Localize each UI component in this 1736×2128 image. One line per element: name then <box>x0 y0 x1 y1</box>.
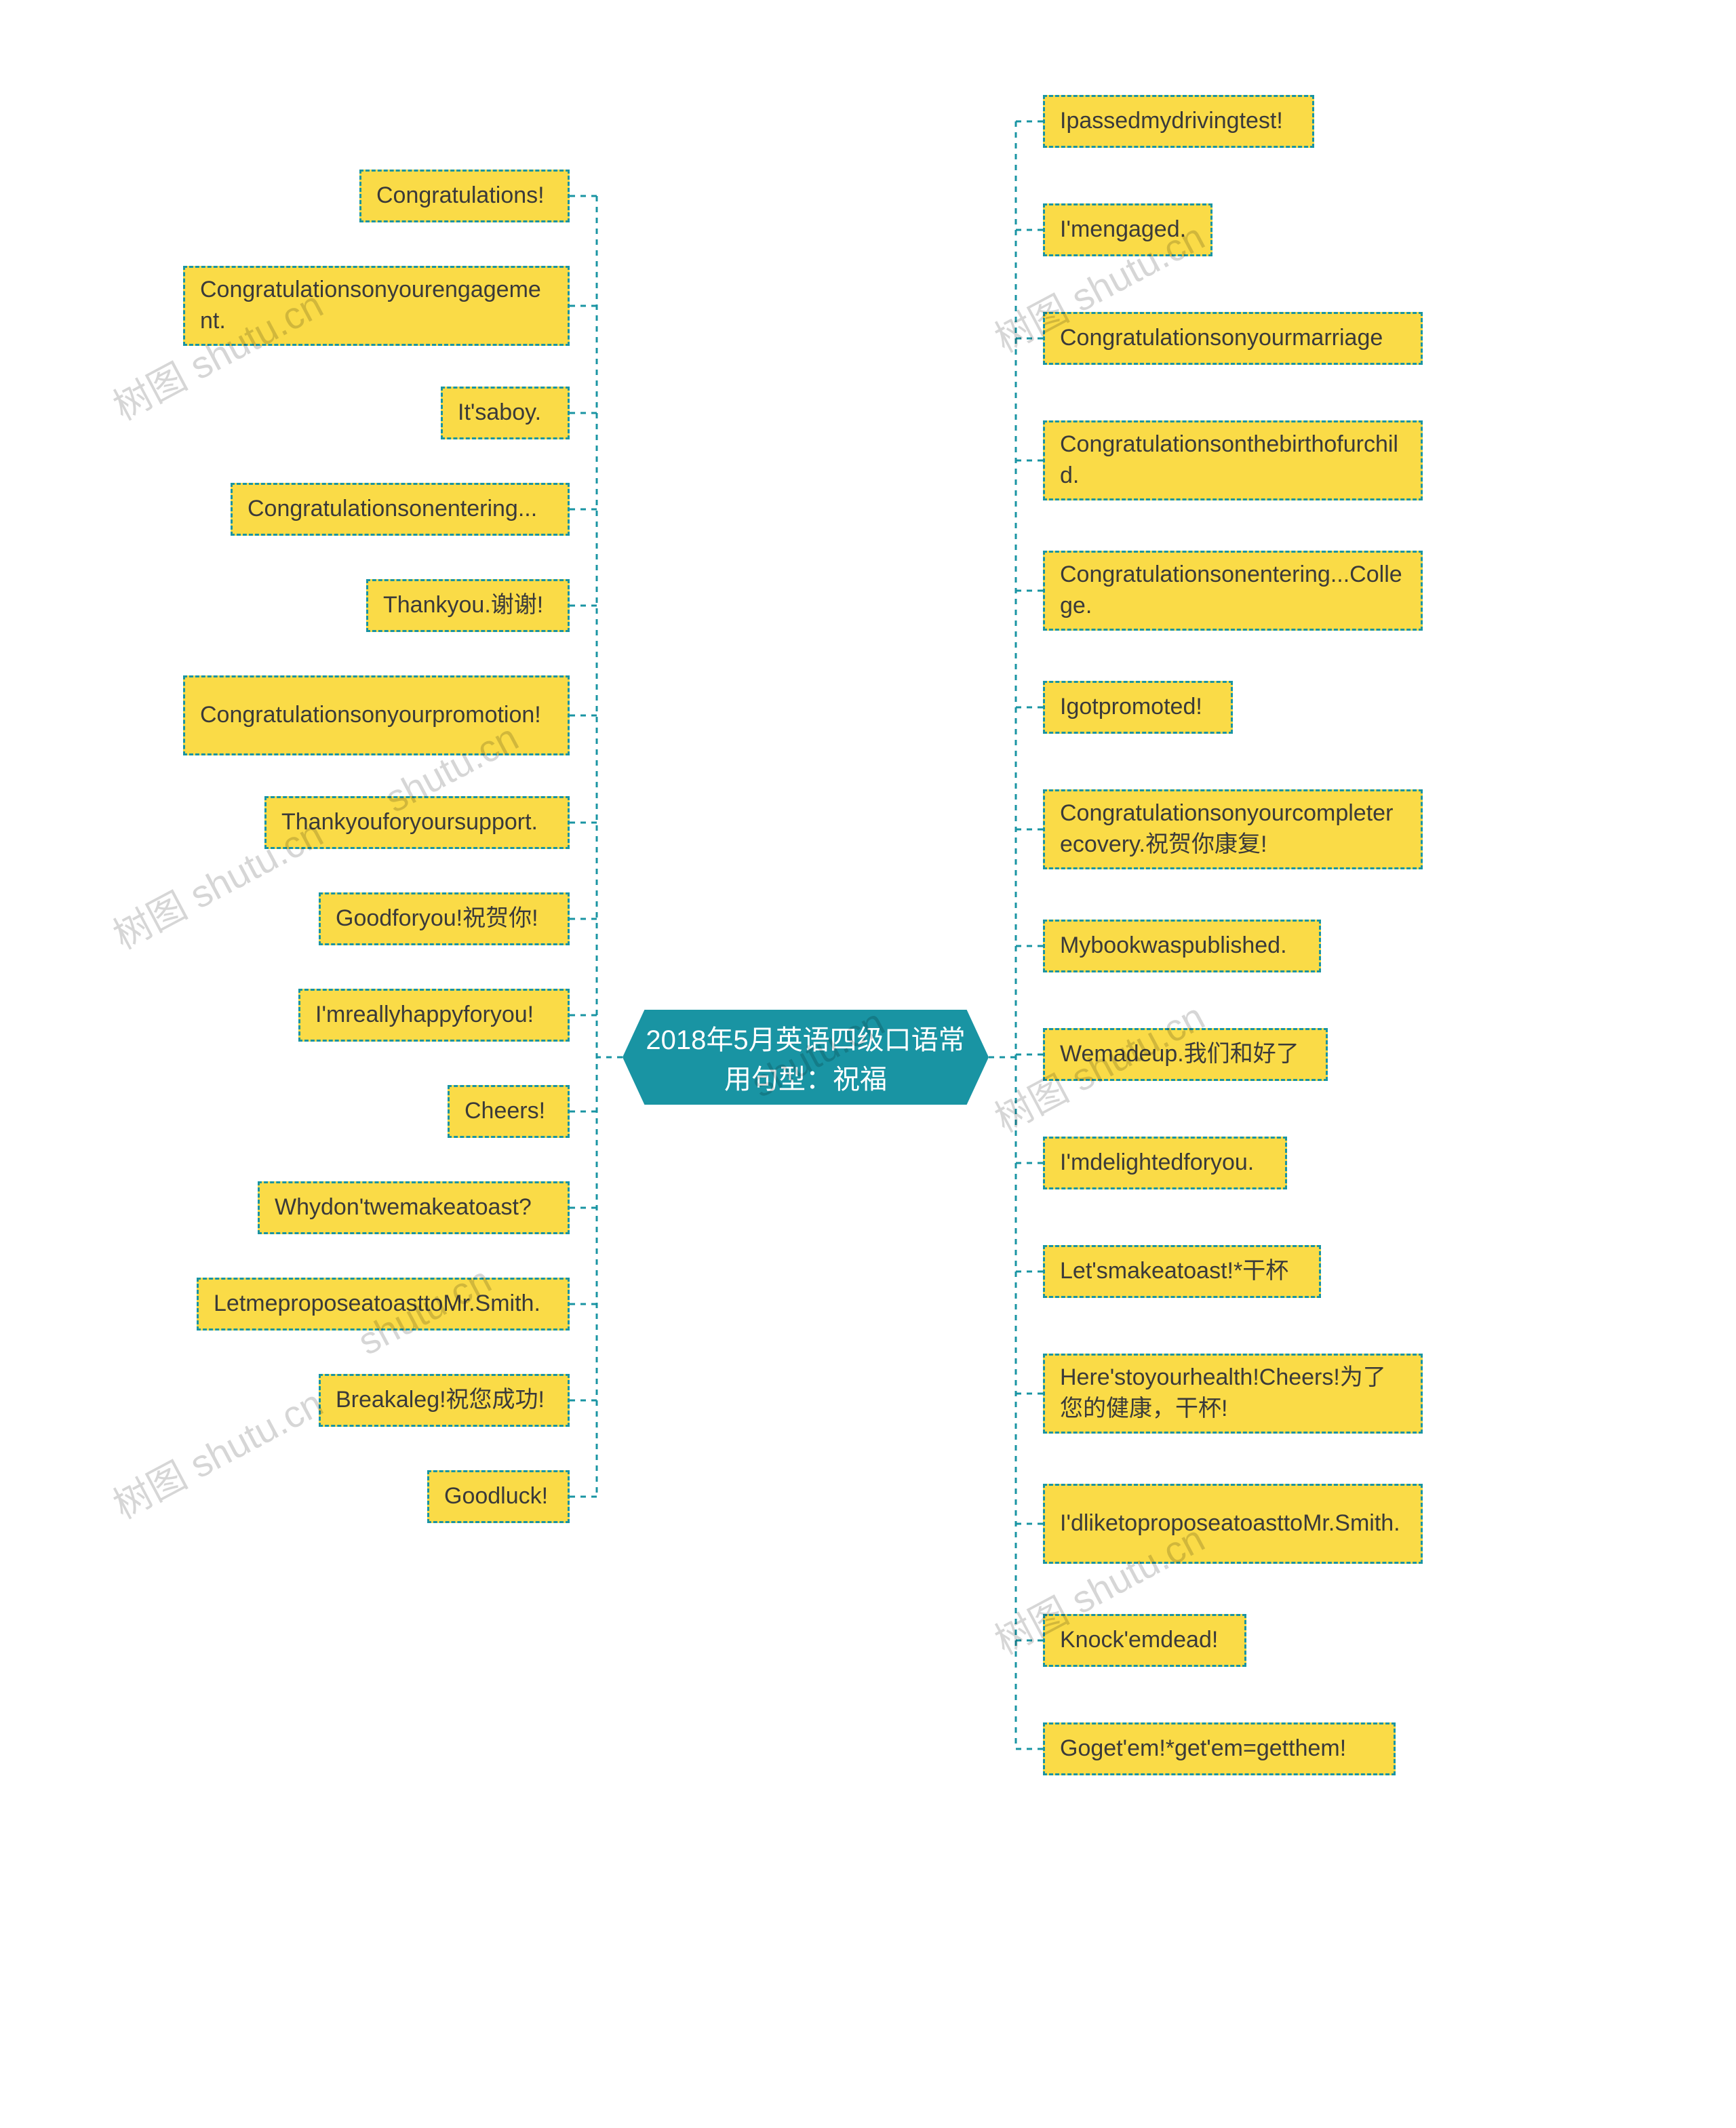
node-label: I'mdelightedforyou. <box>1060 1147 1254 1179</box>
node-label: Goodluck! <box>444 1481 548 1512</box>
mindmap-canvas: Congratulations! Congratulationsonyoureng… <box>0 0 1736 2128</box>
mindmap-node[interactable]: Thankyou.谢谢! <box>366 579 570 632</box>
mindmap-node[interactable]: Here'stoyourhealth!Cheers!为了您的健康，干杯! <box>1043 1354 1423 1434</box>
node-label: Congratulationsonthebirthofurchild. <box>1060 429 1406 492</box>
mindmap-node[interactable]: Ipassedmydrivingtest! <box>1043 95 1314 148</box>
mindmap-node[interactable]: Thankyouforyoursupport. <box>264 796 570 849</box>
node-label: I'mreallyhappyforyou! <box>315 1000 534 1031</box>
node-label: Cheers! <box>465 1096 545 1127</box>
mindmap-node[interactable]: Goget'em!*get'em=getthem! <box>1043 1722 1396 1775</box>
mindmap-node[interactable]: Congratulationsonentering... <box>231 483 570 536</box>
node-label: Thankyou.谢谢! <box>383 590 543 621</box>
node-label: Whydon'twemakeatoast? <box>275 1192 532 1223</box>
node-label: Ipassedmydrivingtest! <box>1060 106 1283 137</box>
mindmap-node[interactable]: Wemadeup.我们和好了 <box>1043 1028 1328 1081</box>
node-label: I'dliketoproposeatoasttoMr.Smith. <box>1060 1508 1400 1539</box>
node-label: Mybookwaspublished. <box>1060 930 1287 962</box>
node-label: Thankyouforyoursupport. <box>281 807 538 838</box>
mindmap-node[interactable]: Congratulationsonyourpromotion! <box>183 675 570 755</box>
mindmap-node[interactable]: Whydon'twemakeatoast? <box>258 1181 570 1234</box>
mindmap-node[interactable]: Congratulationsonentering...College. <box>1043 551 1423 631</box>
node-label: Congratulationsonentering... <box>248 494 537 525</box>
mindmap-node[interactable]: It'saboy. <box>441 387 570 439</box>
mindmap-node[interactable]: I'mreallyhappyforyou! <box>298 989 570 1042</box>
mindmap-node[interactable]: Congratulations! <box>359 170 570 222</box>
mindmap-node[interactable]: Goodluck! <box>427 1470 570 1523</box>
mindmap-node[interactable]: Breakaleg!祝您成功! <box>319 1374 570 1427</box>
node-label: Congratulationsonyourcompleterecovery.祝贺… <box>1060 798 1406 861</box>
mindmap-node[interactable]: LetmeproposeatoasttoMr.Smith. <box>197 1278 570 1331</box>
node-label: Congratulationsonentering...College. <box>1060 559 1406 622</box>
central-topic[interactable]: 2018年5月英语四级口语常用句型：祝福 <box>623 1010 989 1105</box>
mindmap-node[interactable]: Cheers! <box>448 1085 570 1138</box>
mindmap-node[interactable]: I'mdelightedforyou. <box>1043 1137 1287 1189</box>
node-label: Here'stoyourhealth!Cheers!为了您的健康，干杯! <box>1060 1362 1406 1425</box>
node-label: LetmeproposeatoasttoMr.Smith. <box>214 1288 540 1320</box>
mindmap-node[interactable]: Congratulationsonyourmarriage <box>1043 312 1423 365</box>
node-label: It'saboy. <box>458 397 541 429</box>
node-label: Wemadeup.我们和好了 <box>1060 1039 1299 1070</box>
mindmap-node[interactable]: I'dliketoproposeatoasttoMr.Smith. <box>1043 1484 1423 1564</box>
node-label: Congratulationsonyourpromotion! <box>200 700 541 731</box>
node-label: Congratulationsonyourengagement. <box>200 275 553 337</box>
mindmap-node[interactable]: Igotpromoted! <box>1043 681 1233 734</box>
node-label: Igotpromoted! <box>1060 692 1202 723</box>
mindmap-node[interactable]: Goodforyou!祝贺你! <box>319 892 570 945</box>
node-label: Congratulations! <box>376 180 545 212</box>
mindmap-node[interactable]: I'mengaged. <box>1043 203 1212 256</box>
node-label: Goodforyou!祝贺你! <box>336 903 538 934</box>
node-label: Knock'emdead! <box>1060 1625 1218 1656</box>
node-label: Let'smakeatoast!*干杯 <box>1060 1256 1288 1287</box>
node-label: Goget'em!*get'em=getthem! <box>1060 1733 1346 1765</box>
watermark: 树图 shutu.cn <box>102 1373 332 1530</box>
node-label: Congratulationsonyourmarriage <box>1060 323 1383 354</box>
mindmap-node[interactable]: Congratulationsonyourcompleterecovery.祝贺… <box>1043 789 1423 869</box>
mindmap-node[interactable]: Congratulationsonyourengagement. <box>183 266 570 346</box>
central-label: 2018年5月英语四级口语常用句型：祝福 <box>642 1018 970 1097</box>
mindmap-node[interactable]: Knock'emdead! <box>1043 1614 1246 1667</box>
node-label: Breakaleg!祝您成功! <box>336 1385 545 1416</box>
mindmap-node[interactable]: Let'smakeatoast!*干杯 <box>1043 1245 1321 1298</box>
mindmap-node[interactable]: Mybookwaspublished. <box>1043 920 1321 972</box>
node-label: I'mengaged. <box>1060 214 1186 245</box>
mindmap-node[interactable]: Congratulationsonthebirthofurchild. <box>1043 420 1423 500</box>
